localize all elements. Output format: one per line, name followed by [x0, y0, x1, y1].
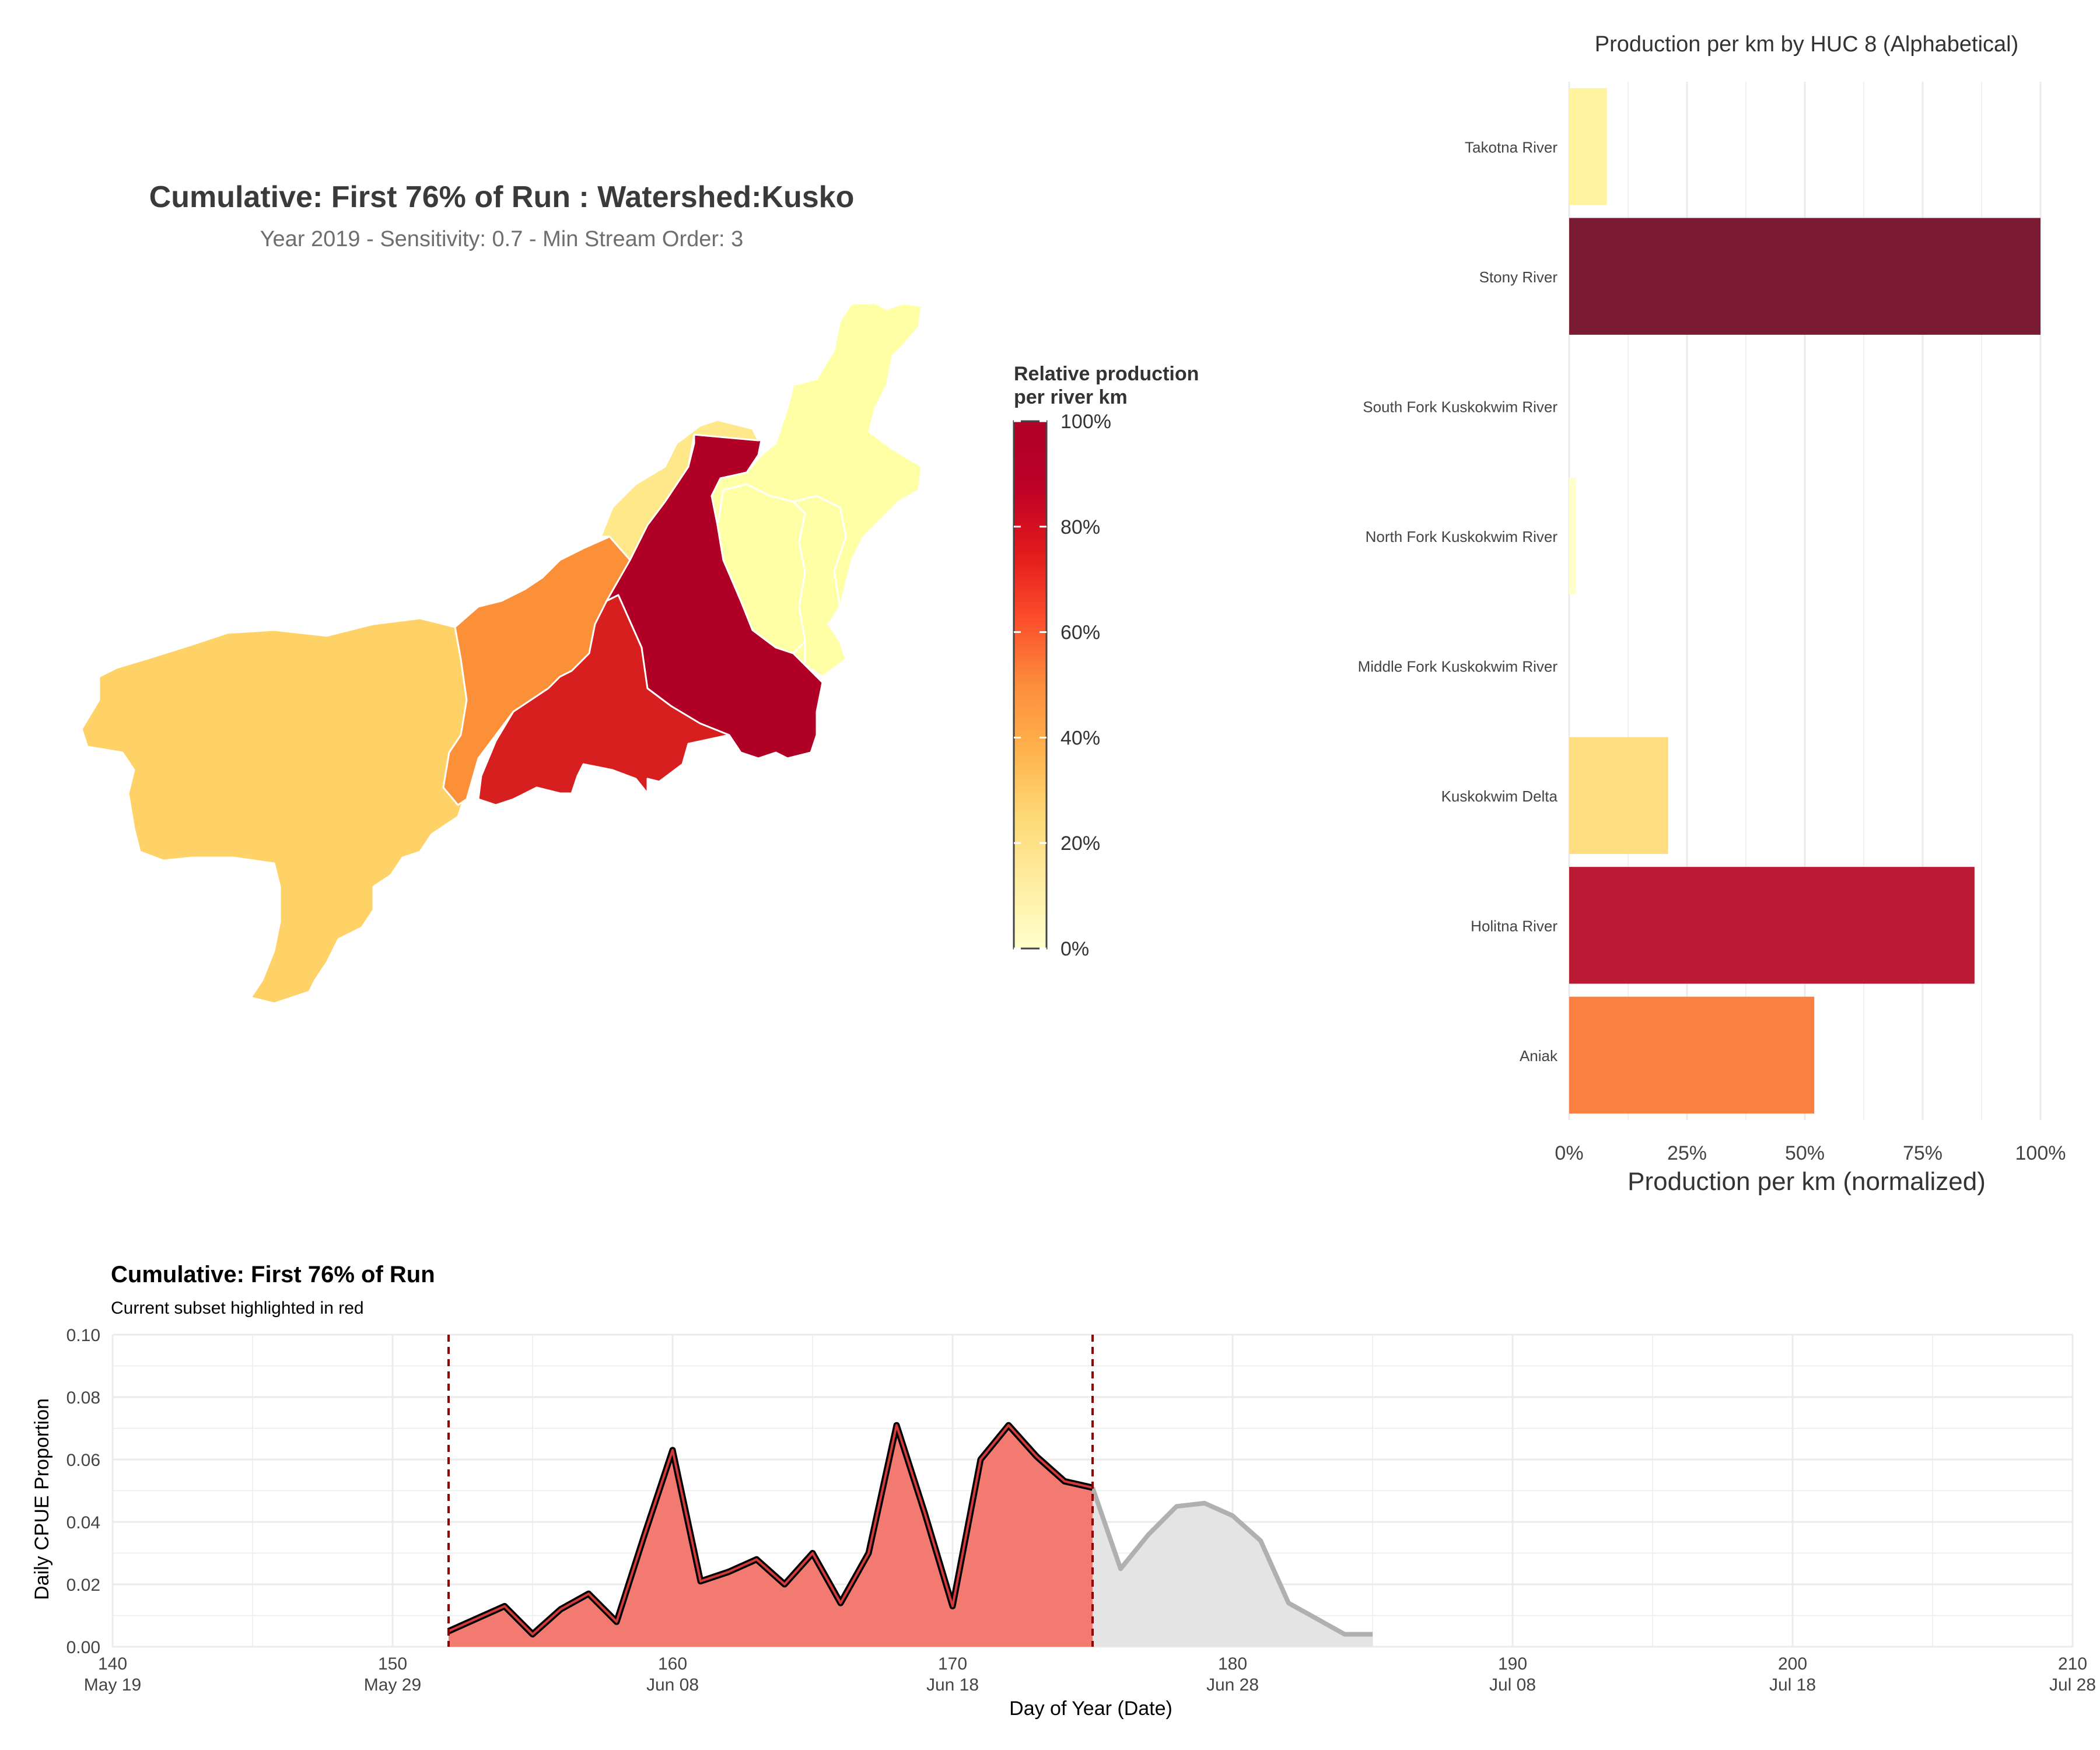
bar-category-label: Kuskokwim Delta — [1441, 788, 1558, 805]
bar-category-label: Stony River — [1479, 268, 1558, 286]
legend-tick-label: 20% — [1060, 832, 1100, 855]
timeseries-panel: Cumulative: First 76% of Run Current sub… — [31, 1262, 2096, 1720]
bar-x-tick-label: 100% — [2015, 1142, 2066, 1164]
ts-x-tick-label: 170 — [938, 1654, 967, 1674]
bar-chart-xlabel: Production per km (normalized) — [1628, 1167, 1986, 1196]
ts-x-tick-date: May 29 — [364, 1675, 421, 1695]
bar-stony-river — [1569, 218, 2041, 335]
timeseries-xlabel: Day of Year (Date) — [1009, 1698, 1172, 1720]
ts-x-tick-label: 160 — [658, 1654, 687, 1674]
ts-y-tick-label: 0.08 — [66, 1388, 100, 1408]
timeseries-subtitle: Current subset highlighted in red — [111, 1298, 364, 1318]
ts-y-tick-label: 0.00 — [66, 1638, 100, 1657]
timeseries-ylabel: Daily CPUE Proportion — [31, 1398, 53, 1600]
bar-holitna-river — [1569, 867, 1975, 984]
region-takotna-river — [600, 419, 760, 561]
legend-title-line2: per river km — [1014, 386, 1128, 408]
ts-x-tick-label: 210 — [2058, 1654, 2087, 1674]
region-kuskokwim-delta — [80, 617, 468, 1005]
legend-tick-label: 60% — [1060, 622, 1100, 644]
legend-color-bar — [1013, 420, 1048, 950]
ts-x-tick-label: 150 — [378, 1654, 407, 1674]
ts-x-tick-date: Jul 08 — [1489, 1675, 1536, 1695]
bar-category-label: Holitna River — [1471, 917, 1558, 935]
ts-x-tick-label: 190 — [1498, 1654, 1527, 1674]
ts-x-tick-date: Jun 08 — [646, 1675, 699, 1695]
map-panel: Cumulative: First 76% of Run : Watershed… — [80, 180, 1199, 1005]
ts-y-tick-label: 0.04 — [66, 1513, 100, 1532]
legend-tick-label: 0% — [1060, 938, 1089, 960]
ts-x-tick-date: Jul 18 — [1769, 1675, 1816, 1695]
ts-x-tick-date: Jun 18 — [926, 1675, 979, 1695]
bar-chart-title: Production per km by HUC 8 (Alphabetical… — [1595, 32, 2019, 57]
bar-category-label: Takotna River — [1465, 138, 1558, 156]
map-legend: Relative production per river km 100% 80%… — [1013, 363, 1199, 960]
legend-title-line1: Relative production — [1014, 363, 1199, 385]
bar-takotna-river — [1569, 88, 1607, 205]
ts-y-tick-label: 0.10 — [66, 1326, 100, 1345]
bar-x-tick-label: 0% — [1555, 1142, 1583, 1164]
legend-tick-label: 80% — [1060, 516, 1100, 538]
bar-category-label: Middle Fork Kuskokwim River — [1358, 657, 1558, 675]
bar-aniak — [1569, 996, 1815, 1114]
ts-x-tick-label: 140 — [98, 1654, 127, 1674]
ts-x-tick-date: May 19 — [84, 1675, 141, 1695]
ts-x-tick-label: 180 — [1218, 1654, 1247, 1674]
watershed-map — [80, 302, 923, 1005]
ts-y-tick-label: 0.06 — [66, 1451, 100, 1470]
bar-category-label: Aniak — [1520, 1047, 1558, 1065]
legend-tick-label: 100% — [1060, 411, 1111, 433]
bar-x-tick-label: 50% — [1785, 1142, 1825, 1164]
map-subtitle: Year 2019 - Sensitivity: 0.7 - Min Strea… — [260, 227, 744, 251]
ts-x-tick-label: 200 — [1778, 1654, 1807, 1674]
bar-north-fork-kuskokwim-river — [1569, 477, 1577, 594]
timeseries-title: Cumulative: First 76% of Run — [111, 1262, 435, 1287]
map-title: Cumulative: First 76% of Run : Watershed… — [149, 180, 855, 214]
legend-tick-label: 40% — [1060, 727, 1100, 749]
ts-area-subset — [449, 1425, 1093, 1647]
bar-chart-panel: Production per km by HUC 8 (Alphabetical… — [1358, 32, 2066, 1196]
ts-line-subset-inner — [448, 1424, 1093, 1636]
ts-y-tick-label: 0.02 — [66, 1576, 100, 1595]
bar-category-label: South Fork Kuskokwim River — [1363, 398, 1558, 415]
ts-x-tick-date: Jun 28 — [1206, 1675, 1259, 1695]
bar-category-label: North Fork Kuskokwim River — [1366, 528, 1558, 545]
ts-line-remaining — [1090, 1486, 1373, 1637]
ts-x-tick-date: Jul 28 — [2049, 1675, 2096, 1695]
bar-x-tick-label: 75% — [1903, 1142, 1943, 1164]
bar-kuskokwim-delta — [1569, 737, 1668, 854]
bar-x-tick-label: 25% — [1667, 1142, 1707, 1164]
ts-area-remaining — [1093, 1488, 1373, 1647]
region-middle-fork-kuskokwim — [792, 495, 847, 678]
